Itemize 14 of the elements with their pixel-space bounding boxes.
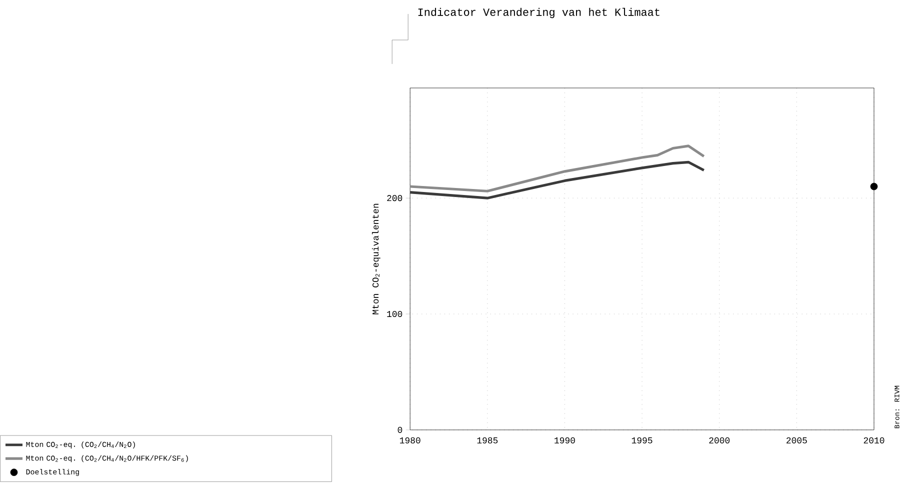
line-series (408, 160, 706, 200)
line-series (408, 144, 706, 192)
x-tick-label: 1980 (400, 437, 420, 444)
x-tick-label: 1995 (632, 437, 652, 444)
x-tick-label: 2000 (709, 437, 730, 444)
x-tick-label: 2010 (864, 437, 884, 444)
chart-title: Indicator Verandering van het Klimaat (418, 8, 660, 18)
y-tick-label: 0 (398, 426, 402, 433)
y-tick-label: 100 (387, 311, 402, 318)
y-axis-title: Mton CO$_{2}$-equivalenten (372, 204, 380, 314)
x-tick-label: 2005 (786, 437, 807, 444)
y-tick-label: 200 (387, 195, 402, 202)
x-tick-label: 1985 (477, 437, 498, 444)
x-tick-label: 1990 (554, 437, 575, 444)
